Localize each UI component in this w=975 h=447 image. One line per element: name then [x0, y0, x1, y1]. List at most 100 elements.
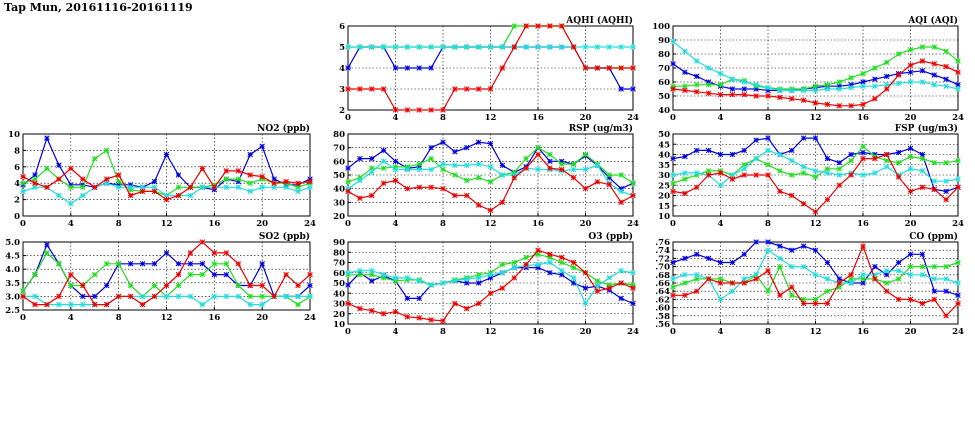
- data-point-cyan: [670, 38, 676, 45]
- data-point-green: [883, 157, 890, 164]
- data-point-blue: [931, 288, 938, 294]
- data-point-red: [499, 199, 506, 206]
- data-point-red: [682, 190, 688, 197]
- data-point-cyan: [931, 178, 938, 184]
- y-tick-label: 3: [339, 85, 345, 95]
- data-point-green: [606, 172, 613, 178]
- plot-frame: [22, 133, 311, 217]
- y-tick-label: 2: [339, 106, 345, 116]
- data-point-cyan: [380, 272, 387, 278]
- data-point-red: [307, 178, 313, 185]
- data-point-blue: [175, 261, 182, 267]
- data-point-red: [115, 172, 122, 178]
- data-point-blue: [80, 293, 86, 300]
- data-point-cyan: [487, 44, 494, 50]
- data-point-blue: [836, 159, 843, 166]
- data-point-blue: [345, 165, 351, 171]
- data-point-cyan: [345, 269, 351, 276]
- data-point-red: [800, 200, 807, 207]
- data-point-red: [955, 184, 961, 191]
- data-point-red: [487, 290, 494, 297]
- x-tick-label: 20: [580, 219, 592, 229]
- x-tick-label: 8: [116, 313, 122, 323]
- x-tick-label: 0: [670, 219, 676, 229]
- y-tick-label: 6: [339, 22, 345, 32]
- x-tick-label: 16: [208, 313, 220, 323]
- data-point-red: [511, 275, 518, 281]
- data-point-green: [717, 82, 724, 88]
- data-point-red: [452, 86, 458, 92]
- data-point-blue: [487, 140, 494, 147]
- data-point-cyan: [487, 272, 494, 278]
- data-point-cyan: [570, 166, 577, 173]
- data-point-green: [463, 177, 470, 184]
- data-point-red: [777, 292, 783, 299]
- x-tick-label: 12: [810, 327, 822, 337]
- data-point-cyan: [440, 161, 446, 167]
- data-point-cyan: [872, 170, 878, 176]
- chart-title-so2: SO2 (ppb): [259, 231, 310, 242]
- data-point-cyan: [800, 87, 807, 94]
- data-point-red: [404, 107, 411, 113]
- data-point-green: [452, 172, 458, 178]
- data-point-green: [919, 155, 926, 162]
- data-point-cyan: [259, 301, 265, 308]
- data-point-cyan: [919, 79, 926, 85]
- data-point-cyan: [860, 172, 866, 178]
- data-point-red: [741, 280, 748, 286]
- data-point-red: [283, 271, 289, 278]
- chart-title-aqhi: AQHI (AQHI): [565, 15, 633, 26]
- data-point-red: [812, 100, 819, 106]
- data-point-red: [523, 23, 529, 29]
- data-point-red: [606, 285, 613, 291]
- data-point-cyan: [103, 180, 110, 186]
- data-point-cyan: [357, 44, 363, 50]
- data-point-red: [765, 267, 771, 274]
- y-tick-label: .64: [655, 287, 670, 297]
- x-tick-label: 24: [627, 219, 639, 229]
- data-point-red: [295, 180, 301, 186]
- data-point-red: [151, 293, 158, 300]
- y-tick-label: 4: [339, 64, 345, 74]
- data-point-red: [741, 91, 748, 98]
- data-point-red: [103, 176, 110, 182]
- data-point-cyan: [907, 166, 914, 172]
- y-tick-label: 40: [658, 151, 670, 161]
- data-point-green: [558, 161, 565, 167]
- data-point-cyan: [380, 44, 387, 50]
- data-point-green: [56, 261, 62, 267]
- data-point-green: [943, 263, 949, 270]
- data-point-red: [824, 196, 831, 203]
- data-point-red: [895, 174, 902, 180]
- data-point-green: [368, 272, 375, 278]
- data-point-cyan: [955, 176, 961, 182]
- data-point-cyan: [475, 161, 482, 167]
- y-tick-label: 70: [658, 64, 670, 74]
- data-point-blue: [223, 271, 230, 278]
- data-point-cyan: [139, 293, 146, 300]
- data-point-red: [247, 172, 253, 178]
- data-point-red: [380, 180, 387, 186]
- data-point-cyan: [729, 172, 736, 178]
- data-point-red: [693, 89, 700, 95]
- data-point-cyan: [368, 267, 375, 274]
- data-point-blue: [670, 155, 676, 162]
- data-point-red: [80, 176, 86, 182]
- data-point-red: [127, 192, 134, 199]
- data-point-cyan: [463, 276, 470, 282]
- data-point-green: [295, 184, 301, 191]
- data-point-red: [729, 280, 736, 286]
- data-point-red: [717, 280, 724, 286]
- y-tick-label: 70: [333, 144, 345, 154]
- data-point-blue: [824, 259, 831, 266]
- data-point-blue: [618, 86, 624, 92]
- x-tick-label: 16: [532, 219, 544, 229]
- x-tick-label: 0: [20, 313, 26, 323]
- data-point-green: [570, 264, 577, 271]
- data-point-blue: [247, 151, 253, 158]
- data-point-cyan: [682, 48, 688, 54]
- data-point-cyan: [729, 288, 736, 294]
- y-tick-label: 30: [658, 171, 670, 181]
- data-point-cyan: [259, 184, 265, 191]
- data-point-cyan: [271, 184, 277, 191]
